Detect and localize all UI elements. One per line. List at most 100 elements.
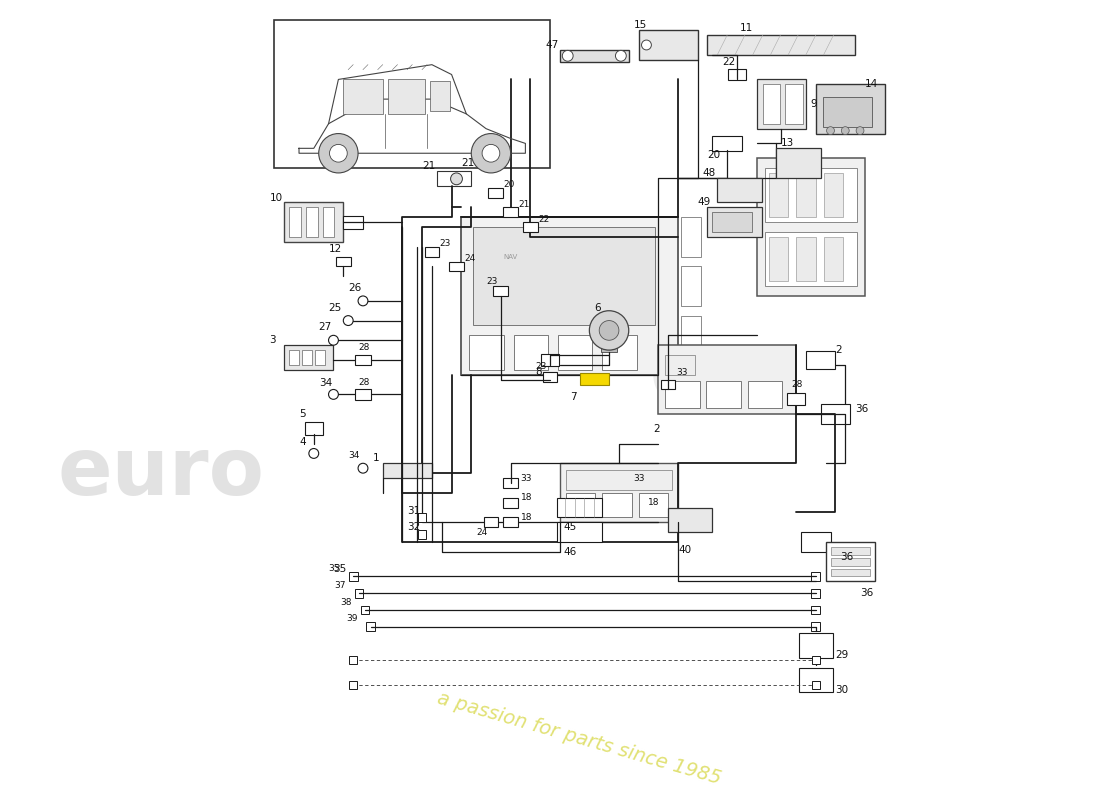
Text: 18: 18 — [648, 498, 660, 507]
Text: 24: 24 — [476, 528, 487, 537]
Circle shape — [329, 335, 339, 345]
Circle shape — [856, 126, 864, 134]
Circle shape — [562, 50, 573, 62]
Text: 35: 35 — [329, 564, 340, 573]
Bar — [658, 345, 796, 414]
Text: 20: 20 — [504, 180, 515, 190]
Circle shape — [309, 449, 319, 458]
Text: 37: 37 — [334, 581, 346, 590]
Bar — [336, 257, 351, 266]
Bar — [812, 572, 821, 581]
Text: 8: 8 — [536, 366, 542, 377]
Bar — [470, 335, 504, 370]
Bar — [354, 589, 363, 598]
Text: 28: 28 — [359, 378, 370, 387]
Bar — [430, 82, 450, 111]
Bar — [355, 389, 371, 400]
Text: 28: 28 — [791, 380, 803, 389]
Text: 21: 21 — [422, 161, 436, 171]
Text: 9: 9 — [811, 99, 817, 109]
Bar — [713, 136, 741, 150]
Bar — [274, 20, 550, 168]
Bar — [449, 262, 464, 271]
Text: 23: 23 — [440, 239, 451, 248]
Bar — [801, 532, 830, 552]
Circle shape — [590, 310, 629, 350]
Text: 21: 21 — [461, 158, 475, 168]
Bar — [666, 355, 695, 374]
Bar — [764, 168, 857, 222]
Bar — [503, 478, 518, 488]
Bar — [473, 227, 656, 326]
Bar — [602, 493, 631, 518]
Bar — [830, 558, 870, 566]
Bar — [666, 381, 700, 408]
Text: 23: 23 — [486, 277, 497, 286]
Bar — [812, 656, 820, 664]
Bar — [830, 569, 870, 577]
Text: 1: 1 — [373, 454, 380, 463]
Bar — [558, 498, 602, 518]
Bar — [717, 178, 761, 202]
Circle shape — [451, 173, 462, 185]
Bar — [425, 246, 439, 257]
Bar — [541, 354, 559, 366]
Text: 36: 36 — [860, 588, 873, 598]
Bar — [461, 218, 678, 374]
Bar — [322, 207, 334, 237]
Bar — [305, 422, 322, 435]
Bar — [355, 354, 371, 366]
Bar — [769, 173, 789, 218]
Bar — [315, 350, 324, 365]
Bar — [565, 493, 595, 518]
Bar — [387, 79, 425, 114]
Circle shape — [641, 40, 651, 50]
Bar — [830, 547, 870, 555]
Text: 34: 34 — [349, 451, 360, 460]
Bar — [681, 266, 701, 306]
Text: 40: 40 — [678, 545, 691, 555]
Bar — [812, 622, 821, 631]
Text: 23: 23 — [536, 362, 547, 371]
Bar — [706, 381, 741, 408]
Text: 33: 33 — [634, 474, 646, 482]
Bar — [824, 173, 844, 218]
Bar — [560, 50, 629, 62]
Bar — [602, 345, 617, 352]
Bar — [284, 202, 343, 242]
Circle shape — [471, 134, 510, 173]
Text: a passion for parts since 1985: a passion for parts since 1985 — [436, 689, 724, 789]
Text: 24: 24 — [464, 254, 475, 263]
Text: 30: 30 — [835, 685, 848, 694]
Bar — [542, 372, 558, 382]
Text: 20: 20 — [707, 150, 721, 160]
Circle shape — [600, 321, 619, 340]
Text: 48: 48 — [703, 168, 716, 178]
Bar — [785, 84, 803, 124]
Text: 10: 10 — [270, 193, 283, 202]
Text: 26: 26 — [349, 283, 362, 293]
Circle shape — [359, 463, 367, 473]
Bar — [757, 158, 865, 296]
Bar — [494, 286, 508, 296]
Bar — [764, 232, 857, 286]
Bar — [602, 335, 637, 370]
Bar — [284, 345, 333, 370]
Bar — [769, 237, 789, 282]
Bar — [289, 207, 301, 237]
Text: 4: 4 — [299, 437, 306, 446]
Bar — [799, 667, 833, 692]
Text: 39: 39 — [346, 614, 358, 623]
Bar — [343, 79, 383, 114]
Bar — [661, 380, 675, 390]
Circle shape — [329, 390, 339, 399]
Bar — [816, 84, 884, 134]
Bar — [757, 79, 806, 129]
Text: 29: 29 — [835, 650, 849, 660]
Text: 13: 13 — [781, 138, 794, 149]
Bar — [796, 237, 816, 282]
Bar — [796, 173, 816, 218]
Bar — [824, 237, 844, 282]
Circle shape — [343, 316, 353, 326]
Bar — [799, 633, 833, 658]
